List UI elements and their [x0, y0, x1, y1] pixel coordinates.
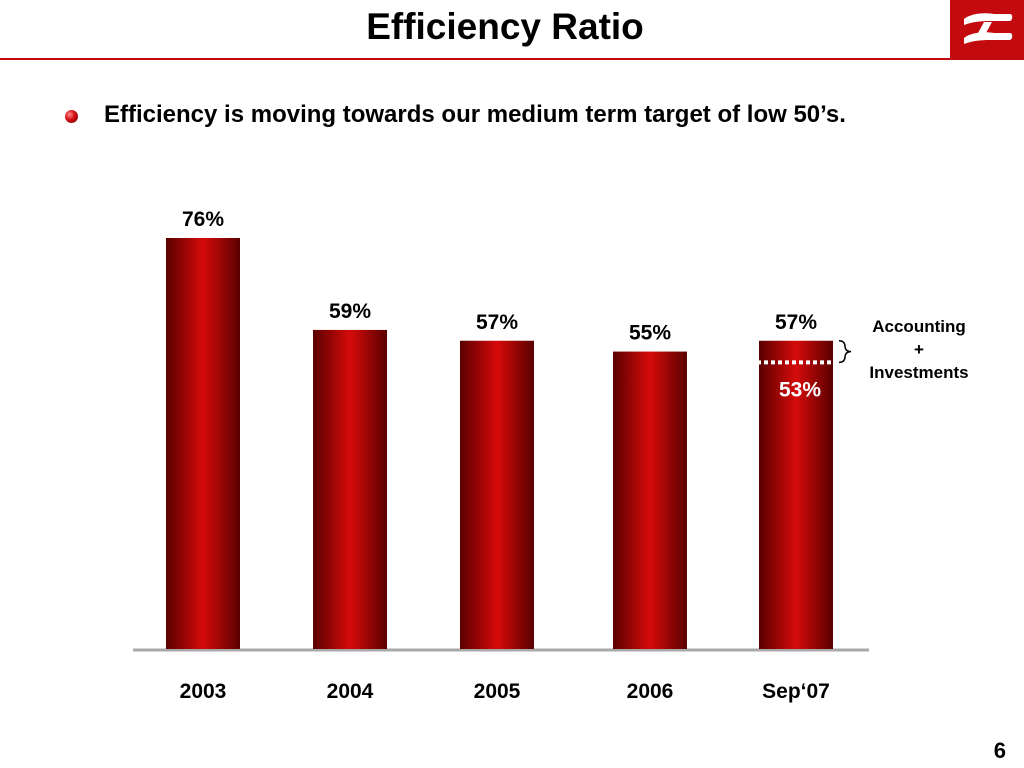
- category-label-2: 2005: [474, 680, 521, 703]
- bullet-text: Efficiency is moving towards our medium …: [104, 101, 846, 128]
- bar-3: [613, 351, 687, 649]
- category-label-0: 2003: [180, 680, 227, 703]
- category-label-3: 2006: [627, 680, 674, 703]
- bar-0: [166, 238, 240, 649]
- bank-logo: [950, 0, 1024, 60]
- bar-1: [313, 329, 387, 649]
- category-label-1: 2004: [327, 680, 374, 703]
- annotation-value-label: 53%: [779, 378, 821, 401]
- bar-2: [460, 340, 534, 649]
- value-label-0: 76%: [182, 208, 224, 231]
- value-label-1: 59%: [329, 300, 371, 323]
- annotation-line-2: +: [914, 339, 924, 359]
- title-divider: [0, 58, 950, 60]
- bar-4: [759, 340, 833, 649]
- logo-icon: [964, 13, 1013, 44]
- value-label-3: 55%: [629, 322, 671, 345]
- annotation-bracket-text: Accounting + Investments: [854, 315, 984, 384]
- page-title: Efficiency Ratio: [366, 6, 644, 47]
- value-label-4: 57%: [775, 311, 817, 334]
- category-label-4: Sep‘07: [762, 680, 830, 703]
- annotation-brace: [838, 340, 852, 364]
- bullet-icon: [65, 110, 78, 123]
- page-number: 6: [993, 738, 1006, 763]
- annotation-line-3: Investments: [869, 362, 969, 382]
- value-label-2: 57%: [476, 311, 518, 334]
- annotation-line-1: Accounting: [872, 316, 966, 336]
